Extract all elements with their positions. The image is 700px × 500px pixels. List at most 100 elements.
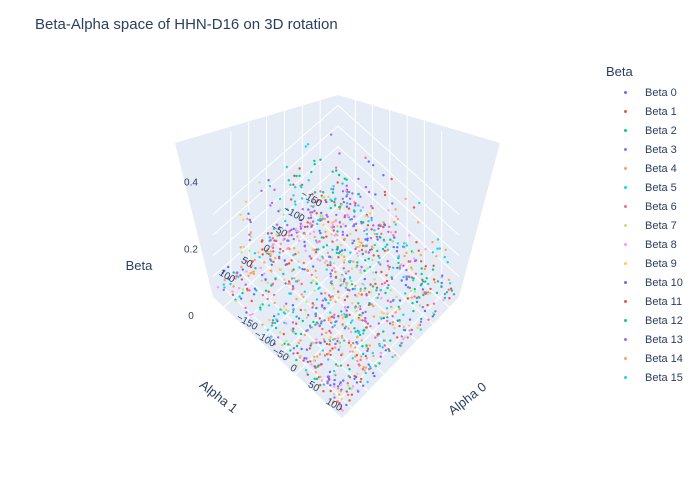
data-point[interactable] [245,270,248,273]
data-point[interactable] [268,185,272,188]
data-point[interactable] [410,296,413,299]
data-point[interactable] [364,287,367,290]
data-point[interactable] [269,254,272,258]
data-point[interactable] [347,207,351,210]
data-point[interactable] [365,294,368,297]
data-point[interactable] [320,333,324,336]
data-point[interactable] [373,243,376,247]
data-point[interactable] [316,222,319,226]
data-point[interactable] [340,203,343,206]
data-point[interactable] [309,232,312,235]
data-point[interactable] [275,223,279,226]
data-point[interactable] [291,321,295,324]
data-point[interactable] [331,221,334,225]
data-point[interactable] [395,250,399,253]
data-point[interactable] [398,267,401,270]
data-point[interactable] [377,322,381,325]
data-point[interactable] [350,267,354,270]
data-point[interactable] [232,271,235,274]
data-point[interactable] [419,253,422,257]
data-point[interactable] [421,288,425,291]
data-point[interactable] [269,258,272,261]
legend-item[interactable]: Beta 14 [606,349,700,368]
data-point[interactable] [372,224,375,227]
data-point[interactable] [334,197,337,200]
data-point[interactable] [270,263,273,266]
data-point[interactable] [329,272,332,275]
data-point[interactable] [337,173,341,177]
data-point[interactable] [385,243,389,246]
data-point[interactable] [333,200,336,204]
data-point[interactable] [269,250,272,253]
data-point[interactable] [450,289,453,292]
data-point[interactable] [313,248,316,252]
data-point[interactable] [260,240,264,243]
data-point[interactable] [332,287,336,290]
data-point[interactable] [349,345,352,348]
data-point[interactable] [394,311,397,314]
data-point[interactable] [375,235,379,238]
data-point[interactable] [297,279,300,282]
legend-item[interactable]: Beta 11 [606,292,700,311]
data-point[interactable] [415,296,419,300]
data-point[interactable] [317,385,320,388]
data-point[interactable] [364,354,367,358]
data-point[interactable] [361,319,364,322]
data-point[interactable] [374,282,377,286]
data-point[interactable] [385,279,389,283]
data-point[interactable] [314,201,318,204]
data-point[interactable] [278,331,282,334]
data-point[interactable] [353,223,356,226]
data-point[interactable] [409,289,413,293]
data-point[interactable] [359,271,362,274]
data-point[interactable] [339,243,343,247]
data-point[interactable] [363,229,366,233]
data-point[interactable] [370,216,373,220]
data-point[interactable] [396,336,399,339]
data-point[interactable] [333,204,337,207]
data-point[interactable] [434,310,437,313]
data-point[interactable] [333,373,336,376]
data-point[interactable] [287,355,291,358]
data-point[interactable] [339,225,343,228]
data-point[interactable] [395,295,398,299]
data-point[interactable] [338,205,342,208]
data-point[interactable] [318,229,321,232]
data-point[interactable] [292,331,296,334]
data-point[interactable] [270,324,274,327]
data-point[interactable] [247,212,250,215]
data-point[interactable] [334,219,338,222]
data-point[interactable] [331,170,334,173]
data-point[interactable] [258,181,261,184]
data-point[interactable] [299,222,302,225]
data-point[interactable] [357,302,360,305]
data-point[interactable] [282,238,285,242]
data-point[interactable] [327,317,330,320]
data-point[interactable] [275,239,278,243]
data-point[interactable] [327,302,330,305]
data-point[interactable] [367,368,371,371]
data-point[interactable] [312,303,315,307]
data-point[interactable] [295,227,298,231]
data-point[interactable] [310,170,313,174]
data-point[interactable] [369,325,372,328]
data-point[interactable] [346,306,350,309]
data-point[interactable] [333,385,336,388]
legend-item[interactable]: Beta 6 [606,197,700,216]
data-point[interactable] [223,278,226,282]
data-point[interactable] [325,244,329,247]
data-point[interactable] [315,321,318,324]
data-point[interactable] [327,358,330,361]
data-point[interactable] [373,229,376,232]
data-point[interactable] [299,332,303,336]
data-point[interactable] [408,324,411,327]
data-point[interactable] [316,258,319,261]
data-point[interactable] [319,219,322,222]
data-point[interactable] [356,372,359,376]
data-point[interactable] [338,393,341,396]
data-point[interactable] [287,234,291,237]
data-point[interactable] [366,224,370,227]
data-point[interactable] [427,282,430,286]
data-point[interactable] [364,214,367,218]
